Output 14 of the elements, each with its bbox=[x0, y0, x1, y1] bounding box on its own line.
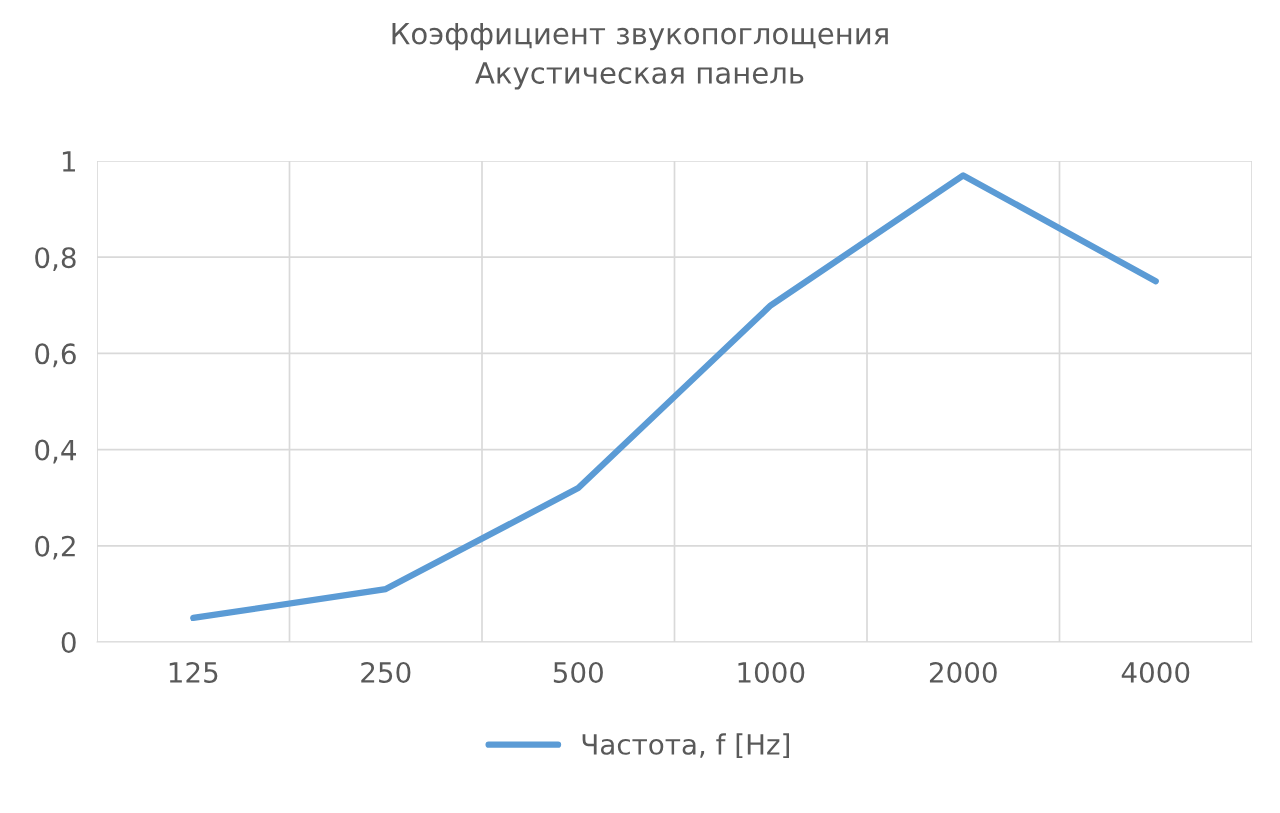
x-tick-label: 2000 bbox=[929, 661, 997, 683]
y-tick-label: 0 bbox=[61, 631, 76, 653]
x-tick-label: 125 bbox=[169, 661, 218, 683]
y-tick-label: 0,8 bbox=[35, 247, 76, 271]
legend-label: Частота, f [Hz] bbox=[582, 733, 790, 759]
x-tick-label: 500 bbox=[553, 661, 603, 683]
y-tick-label: 0,6 bbox=[35, 343, 76, 368]
y-tick-label: 0,2 bbox=[35, 535, 75, 560]
y-tick-label: 1 bbox=[62, 151, 75, 172]
x-tick-label: 4000 bbox=[1121, 661, 1190, 683]
x-tick-label: 250 bbox=[361, 661, 411, 683]
y-tick-label: 0,4 bbox=[35, 439, 76, 464]
x-tick-label: 1000 bbox=[738, 661, 805, 683]
chart-title: Коэффициент звукопоглощения Акустическая панель bbox=[392, 22, 888, 90]
